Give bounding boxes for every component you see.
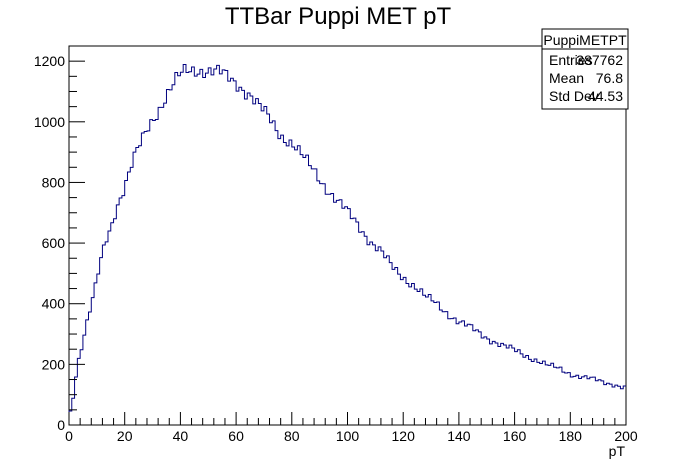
x-tick-label: 120 xyxy=(392,428,416,444)
stats-mean-value: 76.8 xyxy=(596,70,623,86)
stats-box-frame xyxy=(541,28,629,110)
stats-box-title: PuppiMETPT xyxy=(543,32,627,48)
x-tick-label: 40 xyxy=(173,428,189,444)
x-tick-label: 180 xyxy=(559,428,583,444)
y-tick-label: 600 xyxy=(42,235,66,251)
histogram-line xyxy=(68,63,626,425)
chart-title: TTBar Puppi MET pT xyxy=(225,3,452,30)
y-tick-label: 1200 xyxy=(34,53,65,69)
stats-stddev-label: Std Dev xyxy=(549,88,599,104)
x-tick-label: 200 xyxy=(614,428,638,444)
stats-entries-value: 387762 xyxy=(576,52,623,68)
x-tick-label: 140 xyxy=(447,428,471,444)
x-tick-label: 0 xyxy=(65,428,73,444)
x-tick-label: 160 xyxy=(503,428,527,444)
stats-stddev-value: 44.53 xyxy=(588,88,623,104)
x-tick-label: 60 xyxy=(228,428,244,444)
y-tick-label: 400 xyxy=(42,296,66,312)
stats-entries-label: Entries xyxy=(549,52,593,68)
stats-mean-label: Mean xyxy=(549,70,584,86)
x-tick-label: 100 xyxy=(336,428,360,444)
x-tick-label: 80 xyxy=(284,428,300,444)
x-axis-label: pT xyxy=(609,443,626,459)
x-tick-label: 20 xyxy=(117,428,133,444)
histogram-series xyxy=(68,63,626,425)
stats-box: PuppiMETPT Entries 387762 Mean 76.8 Std … xyxy=(541,28,629,110)
axis-ticks: 0 20 40 60 80 100 120 140 160 180 200 0 200 400 600 800… xyxy=(34,45,638,444)
y-tick-label: 0 xyxy=(57,417,65,433)
y-tick-label: 800 xyxy=(42,174,66,190)
y-tick-label: 1000 xyxy=(34,114,65,130)
y-tick-label: 200 xyxy=(42,356,66,372)
